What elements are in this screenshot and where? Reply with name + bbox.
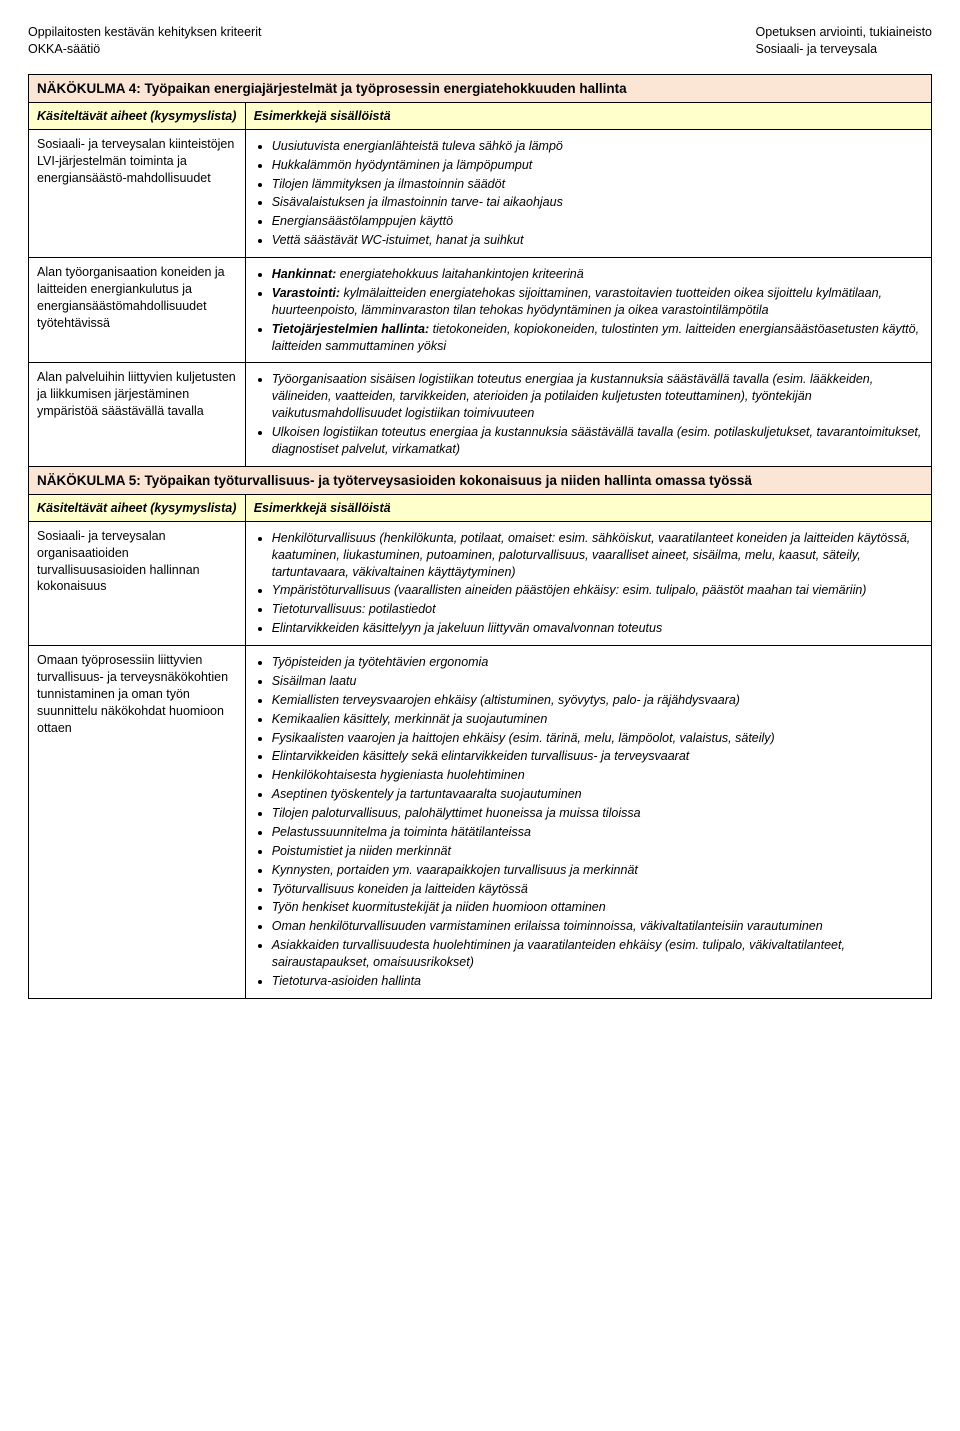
list-item: Energiansäästölamppujen käyttö [272,213,923,230]
section5-content-1: Työpisteiden ja työtehtävien ergonomia Si… [245,646,931,999]
list-item: Aseptinen työskentely ja tartuntavaaralt… [272,786,923,803]
list-item: Ympäristöturvallisuus (vaarallisten aine… [272,582,923,599]
list-item: Kynnysten, portaiden ym. vaarapaikkojen … [272,862,923,879]
list-item: Henkilöturvallisuus (henkilökunta, potil… [272,530,923,581]
header-left-line1: Oppilaitosten kestävän kehityksen kritee… [28,24,261,41]
list-item: Tilojen lämmityksen ja ilmastoinnin sääd… [272,176,923,193]
section4-topic-0: Sosiaali- ja terveysalan kiinteistöjen L… [29,129,246,257]
examples-heading: Esimerkkejä sisällöistä [245,494,931,521]
topics-heading: Käsiteltävät aiheet (kysymyslista) [29,494,246,521]
section5-topic-0: Sosiaali- ja terveysalan organisaatioide… [29,521,246,645]
list-item: Asiakkaiden turvallisuudesta huolehtimin… [272,937,923,971]
bullet-list: Työpisteiden ja työtehtävien ergonomia Si… [254,654,923,990]
list-item: Fysikaalisten vaarojen ja haittojen ehkä… [272,730,923,747]
list-item: Hankinnat: energiatehokkuus laitahankint… [272,266,923,283]
list-item: Oman henkilöturvallisuuden varmistaminen… [272,918,923,935]
header-left-line2: OKKA-säätiö [28,41,261,58]
list-item: Uusiutuvista energianlähteistä tuleva sä… [272,138,923,155]
section4-topic-2: Alan palveluihin liittyvien kuljetusten … [29,363,246,466]
header-right-line1: Opetuksen arviointi, tukiaineisto [756,24,932,41]
list-item: Elintarvikkeiden käsittely sekä elintarv… [272,748,923,765]
bullet-list: Työorganisaation sisäisen logistiikan to… [254,371,923,457]
bullet-lead: Hankinnat: [272,267,337,281]
header-left: Oppilaitosten kestävän kehityksen kritee… [28,24,261,58]
section4-content-0: Uusiutuvista energianlähteistä tuleva sä… [245,129,931,257]
section4-title: NÄKÖKULMA 4: Työpaikan energiajärjestelm… [29,74,932,102]
header-right-line2: Sosiaali- ja terveysala [756,41,932,58]
bullet-list: Henkilöturvallisuus (henkilökunta, potil… [254,530,923,637]
section4-content-2: Työorganisaation sisäisen logistiikan to… [245,363,931,466]
section5-topic-1: Omaan työprosessiin liittyvien turvallis… [29,646,246,999]
list-item: Poistumistiet ja niiden merkinnät [272,843,923,860]
list-item: Kemikaalien käsittely, merkinnät ja suoj… [272,711,923,728]
section4-topic-1: Alan työorganisaation koneiden ja laitte… [29,258,246,363]
list-item: Työorganisaation sisäisen logistiikan to… [272,371,923,422]
document-header: Oppilaitosten kestävän kehityksen kritee… [28,24,932,58]
list-item: Tilojen paloturvallisuus, palohälyttimet… [272,805,923,822]
list-item: Tietojärjestelmien hallinta: tietokoneid… [272,321,923,355]
list-item: Työpisteiden ja työtehtävien ergonomia [272,654,923,671]
list-item: Kemiallisten terveysvaarojen ehkäisy (al… [272,692,923,709]
list-item: Vettä säästävät WC-istuimet, hanat ja su… [272,232,923,249]
bullet-list: Hankinnat: energiatehokkuus laitahankint… [254,266,923,354]
section4-content-1: Hankinnat: energiatehokkuus laitahankint… [245,258,931,363]
list-item: Henkilökohtaisesta hygieniasta huolehtim… [272,767,923,784]
list-item: Työturvallisuus koneiden ja laitteiden k… [272,881,923,898]
list-item: Tietoturva-asioiden hallinta [272,973,923,990]
list-item: Hukkalämmön hyödyntäminen ja lämpöpumput [272,157,923,174]
list-item: Sisävalaistuksen ja ilmastoinnin tarve- … [272,194,923,211]
examples-heading: Esimerkkejä sisällöistä [245,102,931,129]
bullet-lead: Tietojärjestelmien hallinta: [272,322,429,336]
bullet-lead: Varastointi: [272,286,340,300]
topics-heading: Käsiteltävät aiheet (kysymyslista) [29,102,246,129]
list-item: Varastointi: kylmälaitteiden energiateho… [272,285,923,319]
section5-content-0: Henkilöturvallisuus (henkilökunta, potil… [245,521,931,645]
section5-title: NÄKÖKULMA 5: Työpaikan työturvallisuus- … [29,466,932,494]
list-item: Tietoturvallisuus: potilastiedot [272,601,923,618]
header-right: Opetuksen arviointi, tukiaineisto Sosiaa… [756,24,932,58]
list-item: Pelastussuunnitelma ja toiminta hätätila… [272,824,923,841]
list-item: Työn henkiset kuormitustekijät ja niiden… [272,899,923,916]
content-table: NÄKÖKULMA 4: Työpaikan energiajärjestelm… [28,74,932,999]
list-item: Elintarvikkeiden käsittelyyn ja jakeluun… [272,620,923,637]
list-item: Sisäilman laatu [272,673,923,690]
bullet-list: Uusiutuvista energianlähteistä tuleva sä… [254,138,923,249]
list-item: Ulkoisen logistiikan toteutus energiaa j… [272,424,923,458]
